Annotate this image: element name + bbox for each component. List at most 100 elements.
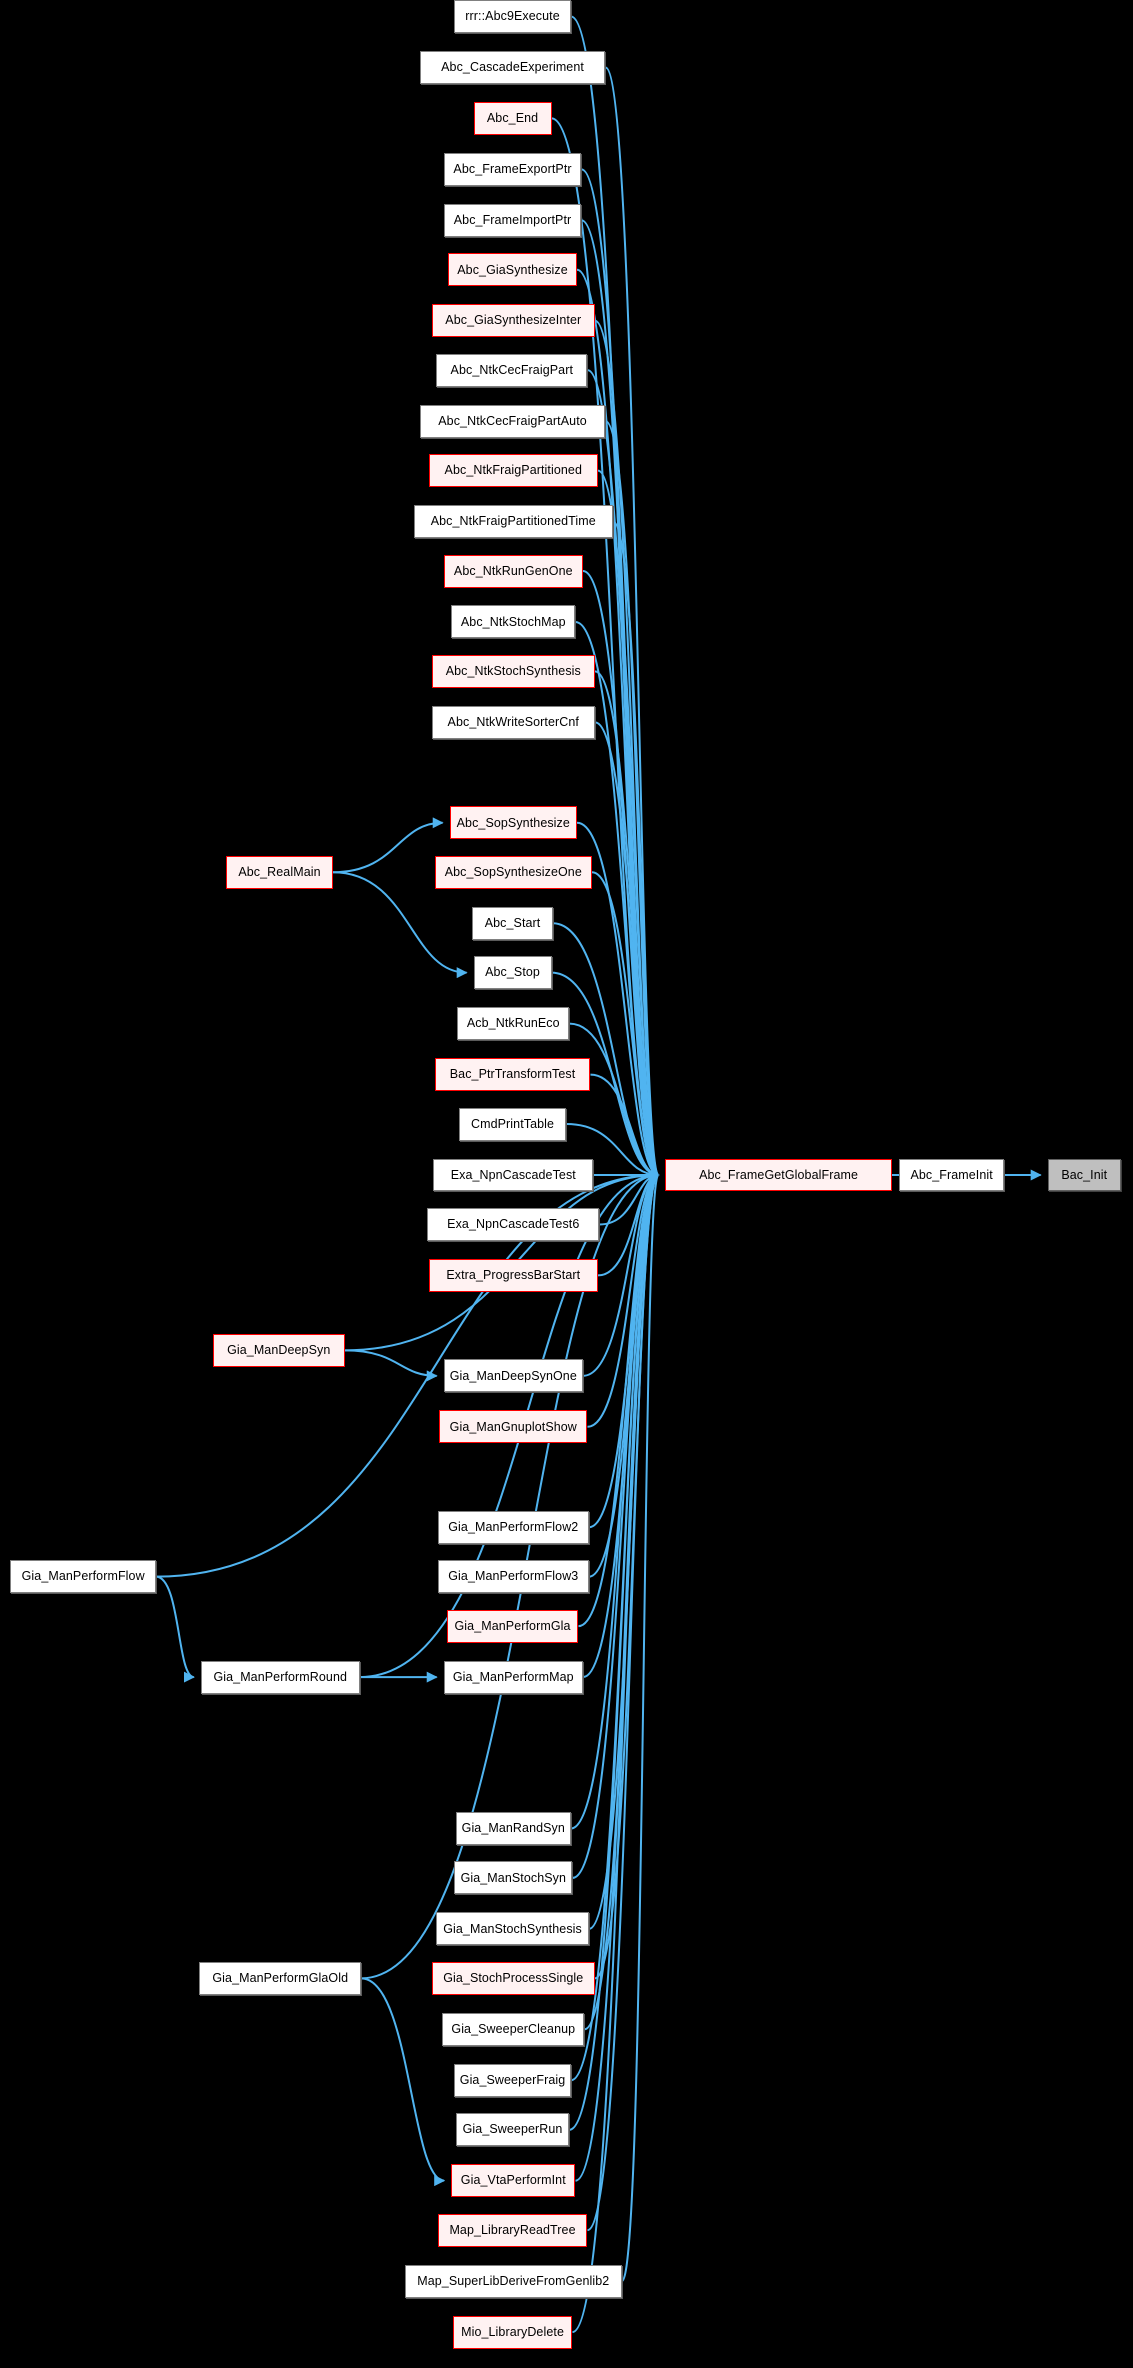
- graph-node-abc-giasynthesizeinter[interactable]: Abc_GiaSynthesizeInter: [431, 304, 595, 338]
- graph-node-label: Gia_VtaPerformInt: [460, 2173, 566, 2188]
- graph-node-gia-mandeepsyn[interactable]: Gia_ManDeepSyn: [212, 1333, 345, 1367]
- graph-node-label: Abc_FrameExportPtr: [453, 162, 572, 177]
- graph-edge: [594, 319, 660, 1181]
- graph-node-gia-mangnuplotshow[interactable]: Gia_ManGnuplotShow: [439, 1410, 588, 1444]
- graph-node-label: Gia_ManPerformGla: [454, 1618, 571, 1633]
- graph-node-label: Extra_ProgressBarStart: [446, 1268, 581, 1283]
- graph-node-label: Abc_NtkWriteSorterCnf: [447, 715, 579, 730]
- graph-edge: [604, 66, 660, 1180]
- graph-node-abc-end[interactable]: Abc_End: [473, 101, 552, 135]
- graph-node-label: Gia_ManStochSynthesis: [443, 1921, 582, 1936]
- graph-node-label: Abc_CascadeExperiment: [441, 60, 584, 75]
- graph-edge: [594, 721, 660, 1181]
- graph-node-label: Gia_ManStochSyn: [460, 1870, 567, 1885]
- graph-node-label: Bac_PtrTransformTest: [449, 1067, 576, 1082]
- graph-node-abc-stop[interactable]: Abc_Stop: [473, 956, 552, 990]
- graph-node-label: Abc_RealMain: [238, 865, 321, 879]
- graph-node-label: Abc_NtkRunGenOne: [453, 563, 573, 578]
- graph-node-gia-manperformmap[interactable]: Gia_ManPerformMap: [443, 1660, 583, 1694]
- graph-node-cmdprinttable[interactable]: CmdPrintTable: [458, 1107, 567, 1141]
- graph-node-abc-ntkrungenone[interactable]: Abc_NtkRunGenOne: [443, 554, 583, 588]
- graph-node-label: Abc_SopSynthesizeOne: [444, 865, 582, 879]
- graph-edge: [361, 1977, 446, 2187]
- graph-node-gia-sweeperfraig[interactable]: Gia_SweeperFraig: [454, 2063, 571, 2097]
- graph-node-label: Gia_SweeperRun: [462, 2122, 563, 2137]
- graph-node-gia-manstochsynthesis[interactable]: Gia_ManStochSynthesis: [436, 1912, 589, 1946]
- graph-edge: [587, 1169, 660, 2232]
- graph-node-abc-frameimportptr[interactable]: Abc_FrameImportPtr: [443, 203, 582, 237]
- graph-node-label: Abc_NtkFraigPartitioned: [444, 463, 582, 478]
- graph-edge: [621, 1170, 660, 2283]
- graph-node-abc-start[interactable]: Abc_Start: [472, 906, 553, 940]
- graph-node-label: CmdPrintTable: [471, 1116, 555, 1131]
- graph-node-label: Gia_ManDeepSyn: [227, 1343, 331, 1358]
- graph-node-abc-frameinit[interactable]: Abc_FrameInit: [899, 1158, 1005, 1192]
- graph-node-acb-ntkruneco[interactable]: Acb_NtkRunEco: [457, 1007, 570, 1041]
- graph-node-label: Gia_ManDeepSynOne: [449, 1368, 577, 1383]
- graph-edge: [584, 1169, 660, 2031]
- graph-node-abc-ntkfraigpartitioned[interactable]: Abc_NtkFraigPartitioned: [428, 454, 598, 488]
- graph-node-gia-vtaperformint[interactable]: Gia_VtaPerformInt: [451, 2164, 576, 2198]
- graph-edge: [572, 1169, 660, 2334]
- graph-node-abc-sopsynthesizeone[interactable]: Abc_SopSynthesizeOne: [434, 855, 592, 889]
- graph-node-abc-realmain[interactable]: Abc_RealMain: [226, 855, 333, 889]
- graph-edge: [570, 15, 660, 1181]
- graph-node-label: Abc_NtkStochSynthesis: [445, 664, 581, 679]
- graph-node-gia-manperformflow3[interactable]: Gia_ManPerformFlow3: [437, 1560, 589, 1594]
- graph-node-abc-ntkcecfraigpartauto[interactable]: Abc_NtkCecFraigPartAuto: [419, 404, 606, 438]
- graph-node-label: Abc_GiaSynthesize: [457, 262, 568, 277]
- graph-node-label: Bac_Init: [1061, 1167, 1108, 1182]
- graph-node-label: Abc_SopSynthesize: [456, 815, 570, 830]
- graph-edge: [575, 1169, 660, 2182]
- graph-node-label: Abc_FrameImportPtr: [453, 213, 572, 228]
- graph-edge: [569, 1022, 660, 1181]
- graph-node-abc-frameexportptr[interactable]: Abc_FrameExportPtr: [443, 152, 582, 186]
- graph-node-gia-mandeepsynone[interactable]: Gia_ManDeepSynOne: [443, 1359, 583, 1393]
- graph-node-label: Abc_Stop: [485, 965, 540, 980]
- graph-node-gia-sweepercleanup[interactable]: Gia_SweeperCleanup: [442, 2012, 585, 2046]
- graph-node-abc-cascadeexperiment[interactable]: Abc_CascadeExperiment: [419, 50, 606, 84]
- graph-node-abc-ntkcecfraigpart[interactable]: Abc_NtkCecFraigPart: [436, 353, 588, 387]
- graph-node-gia-manperformround[interactable]: Gia_ManPerformRound: [200, 1660, 360, 1694]
- graph-node-gia-manperformflow[interactable]: Gia_ManPerformFlow: [10, 1560, 156, 1594]
- graph-node-mio-librarydelete[interactable]: Mio_LibraryDelete: [452, 2315, 573, 2349]
- graph-node-bac-ptrtransformtest[interactable]: Bac_PtrTransformTest: [434, 1058, 591, 1092]
- graph-node-gia-manstochsyn[interactable]: Gia_ManStochSyn: [454, 1861, 573, 1895]
- graph-node-label: Gia_ManPerformFlow: [21, 1569, 145, 1584]
- graph-node-label: Abc_FrameGetGlobalFrame: [699, 1167, 859, 1182]
- graph-node-gia-manperformflow2[interactable]: Gia_ManPerformFlow2: [437, 1510, 589, 1544]
- graph-node-abc-framegetglobalframe[interactable]: Abc_FrameGetGlobalFrame: [665, 1158, 892, 1192]
- graph-node-gia-manperformgla[interactable]: Gia_ManPerformGla: [446, 1609, 579, 1643]
- graph-node-label: Abc_FrameInit: [910, 1167, 993, 1182]
- graph-node-label: Map_LibraryReadTree: [449, 2222, 576, 2237]
- graph-node-gia-manperformglaold[interactable]: Gia_ManPerformGlaOld: [199, 1961, 362, 1995]
- graph-node-abc-ntkwritesortercnf[interactable]: Abc_NtkWriteSorterCnf: [431, 705, 595, 739]
- graph-node-abc-ntkstochsynthesis[interactable]: Abc_NtkStochSynthesis: [431, 654, 595, 688]
- graph-edge: [582, 1169, 660, 1679]
- graph-edge: [155, 1575, 195, 1683]
- graph-edge: [604, 420, 660, 1181]
- graph-node-label: Abc_Start: [484, 915, 541, 930]
- graph-node-label: Gia_ManPerformRound: [213, 1669, 348, 1684]
- graph-node-label: Gia_SweeperFraig: [459, 2072, 566, 2087]
- graph-node-rrr-abc9execute[interactable]: rrr::Abc9Execute: [454, 0, 571, 33]
- graph-node-exa-npncascadetest[interactable]: Exa_NpnCascadeTest: [433, 1158, 594, 1192]
- graph-node-abc-ntkstochmap[interactable]: Abc_NtkStochMap: [451, 605, 576, 639]
- graph-edge: [597, 1169, 660, 1277]
- graph-node-label: Abc_GiaSynthesizeInter: [445, 313, 582, 328]
- graph-node-exa-npncascadetest6[interactable]: Exa_NpnCascadeTest6: [427, 1207, 600, 1241]
- graph-node-map-libraryreadtree[interactable]: Map_LibraryReadTree: [437, 2213, 588, 2247]
- graph-node-gia-manrandsyn[interactable]: Gia_ManRandSyn: [455, 1811, 571, 1845]
- graph-node-extra-progressbarstart[interactable]: Extra_ProgressBarStart: [428, 1258, 598, 1292]
- graph-node-abc-ntkfraigpartitionedtime[interactable]: Abc_NtkFraigPartitionedTime: [413, 505, 613, 539]
- graph-node-gia-sweeperrun[interactable]: Gia_SweeperRun: [455, 2113, 570, 2147]
- graph-node-gia-stochprocesssingle[interactable]: Gia_StochProcessSingle: [431, 1961, 595, 1995]
- graph-node-abc-giasynthesize[interactable]: Abc_GiaSynthesize: [448, 253, 577, 287]
- graph-node-abc-sopsynthesize[interactable]: Abc_SopSynthesize: [449, 806, 577, 840]
- graph-edge: [597, 469, 660, 1181]
- graph-node-label: Gia_SweeperCleanup: [451, 2022, 576, 2037]
- graph-node-bac-init[interactable]: Bac_Init: [1047, 1158, 1121, 1192]
- graph-node-map-superlibderivefromgenlib2[interactable]: Map_SuperLibDeriveFromGenlib2: [404, 2264, 622, 2298]
- graph-node-label: Gia_ManPerformFlow2: [448, 1519, 579, 1534]
